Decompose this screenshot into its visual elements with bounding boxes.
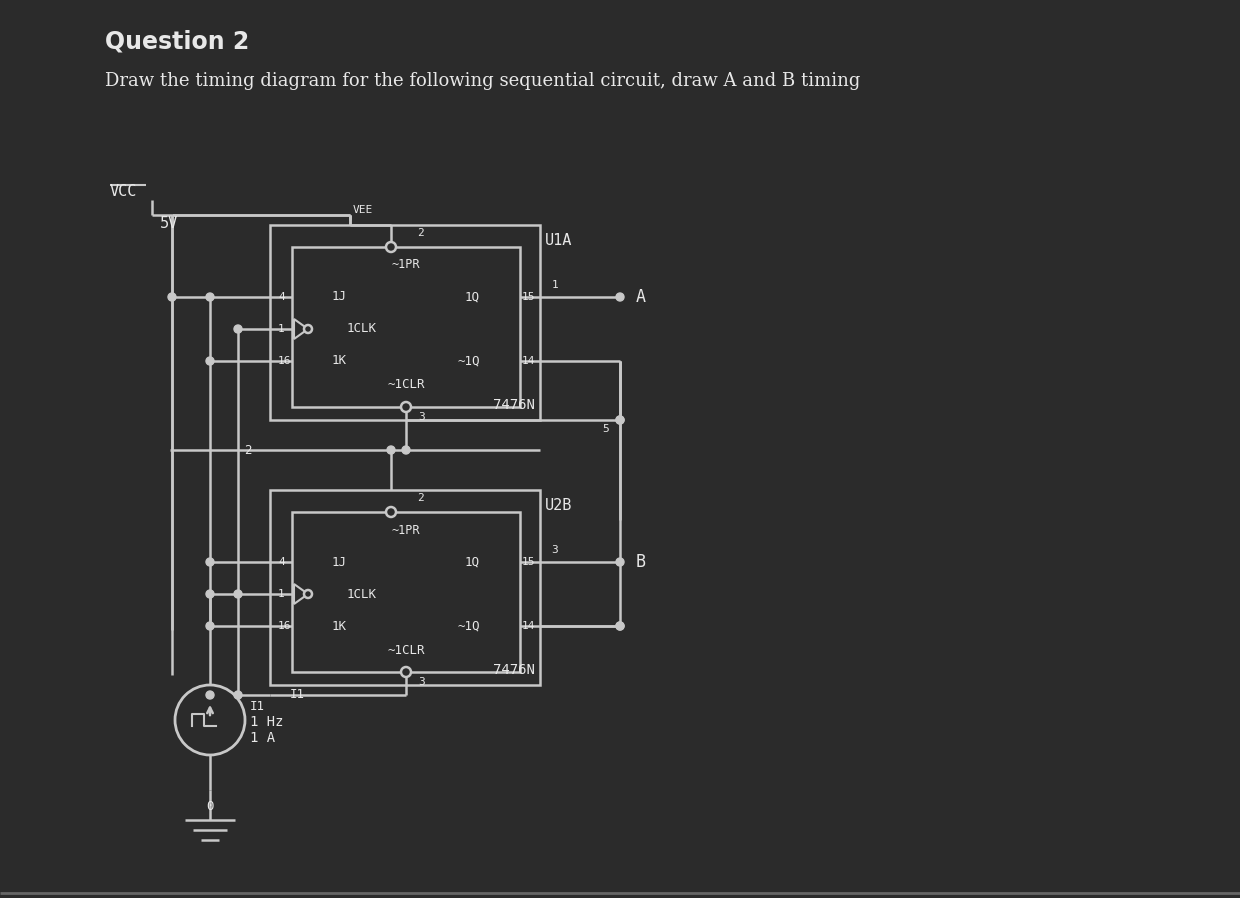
Text: 16: 16 [278, 356, 291, 366]
Text: 5V: 5V [160, 216, 179, 232]
Circle shape [616, 416, 624, 424]
Text: 1 A: 1 A [250, 731, 275, 745]
Text: 16: 16 [278, 621, 291, 631]
Text: 1 Hz: 1 Hz [250, 715, 284, 729]
Circle shape [401, 402, 410, 412]
Circle shape [616, 622, 624, 630]
Circle shape [167, 293, 176, 301]
Circle shape [234, 590, 242, 598]
Circle shape [206, 357, 215, 365]
Text: 0: 0 [206, 800, 213, 813]
Text: I1: I1 [290, 689, 305, 701]
Bar [291, 247, 520, 407]
Text: 1: 1 [278, 589, 285, 599]
Text: 3: 3 [418, 677, 425, 687]
Text: 15: 15 [522, 292, 534, 302]
Text: 14: 14 [522, 621, 534, 631]
Text: ~1Q: ~1Q [458, 355, 480, 367]
Text: U1A: U1A [546, 233, 573, 248]
Text: 1: 1 [552, 280, 558, 290]
Circle shape [616, 416, 624, 424]
Circle shape [387, 446, 396, 454]
Text: 1CLK: 1CLK [347, 587, 377, 601]
Text: 7476N: 7476N [494, 398, 534, 412]
Text: Draw the timing diagram for the following sequential circuit, draw A and B timin: Draw the timing diagram for the followin… [105, 72, 861, 90]
Text: 2: 2 [418, 493, 424, 503]
Text: 15: 15 [522, 557, 534, 567]
Text: 1K: 1K [332, 620, 347, 632]
Circle shape [616, 622, 624, 630]
Text: VEE: VEE [353, 205, 373, 215]
Text: Question 2: Question 2 [105, 30, 249, 54]
Text: ~1Q: ~1Q [458, 620, 480, 632]
Text: 1Q: 1Q [465, 290, 480, 304]
Text: 4: 4 [278, 292, 285, 302]
Circle shape [304, 325, 312, 333]
Circle shape [175, 685, 246, 755]
Circle shape [386, 242, 396, 252]
Circle shape [616, 558, 624, 566]
Bar [270, 225, 539, 420]
Text: 4: 4 [278, 557, 285, 567]
Circle shape [402, 446, 410, 454]
Text: 1K: 1K [332, 355, 347, 367]
Text: 1: 1 [278, 324, 285, 334]
Text: ~1PR: ~1PR [392, 524, 420, 536]
Text: 2: 2 [244, 444, 252, 456]
Circle shape [206, 622, 215, 630]
Text: 2: 2 [418, 228, 424, 238]
Text: ~1CLR: ~1CLR [387, 378, 425, 392]
Text: B: B [636, 553, 646, 571]
Circle shape [206, 293, 215, 301]
Bar [291, 512, 520, 672]
Text: 1Q: 1Q [465, 556, 480, 568]
Text: ~1CLR: ~1CLR [387, 644, 425, 656]
Text: 3: 3 [418, 412, 425, 422]
Text: 1J: 1J [332, 290, 347, 304]
Circle shape [206, 558, 215, 566]
Text: A: A [636, 288, 646, 306]
Circle shape [206, 691, 215, 699]
Text: 3: 3 [552, 545, 558, 555]
Polygon shape [294, 584, 308, 604]
Text: 1CLK: 1CLK [347, 322, 377, 336]
Text: 7476N: 7476N [494, 663, 534, 677]
Circle shape [304, 590, 312, 598]
Text: I1: I1 [250, 700, 265, 712]
Circle shape [234, 325, 242, 333]
Circle shape [401, 667, 410, 677]
Circle shape [386, 507, 396, 517]
Circle shape [206, 590, 215, 598]
Text: U2B: U2B [546, 498, 573, 513]
Text: 1J: 1J [332, 556, 347, 568]
Circle shape [616, 293, 624, 301]
Circle shape [234, 691, 242, 699]
Text: 14: 14 [522, 356, 534, 366]
Text: VCC: VCC [110, 184, 138, 199]
Bar [270, 490, 539, 685]
Text: ~1PR: ~1PR [392, 259, 420, 271]
Text: 5: 5 [601, 424, 609, 434]
Polygon shape [294, 319, 308, 339]
